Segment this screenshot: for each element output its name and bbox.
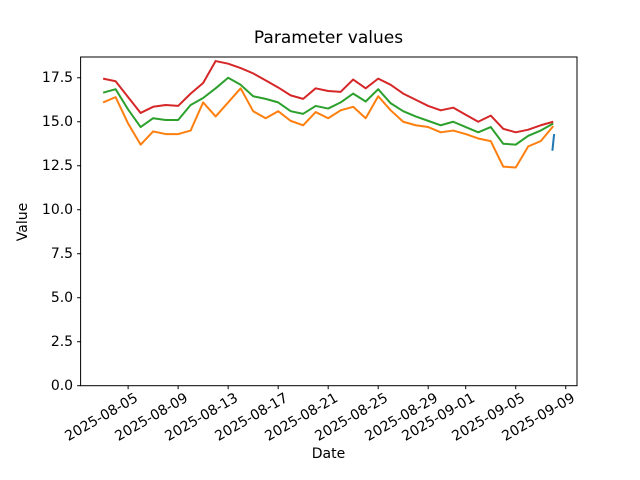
y-tick-label: 15.0 [41, 113, 74, 130]
series-red-line [102, 60, 554, 134]
chart-title: Parameter values [253, 28, 404, 48]
y-tick-label: 5.0 [50, 289, 74, 306]
y-axis-title: Value [15, 202, 31, 242]
series-blue-line [551, 133, 556, 151]
series-orange-line [102, 87, 555, 169]
y-tick-label: 17.5 [41, 69, 74, 86]
y-tick-label: 0.0 [50, 377, 74, 394]
y-tick-label: 7.5 [50, 245, 74, 262]
y-tick-label: 10.0 [41, 201, 74, 218]
y-tick-label: 12.5 [41, 157, 74, 174]
y-tick-label: 2.5 [50, 333, 74, 350]
axes-frame [80, 56, 578, 387]
series-green-line [102, 76, 554, 146]
x-axis-title: Date [311, 446, 346, 462]
